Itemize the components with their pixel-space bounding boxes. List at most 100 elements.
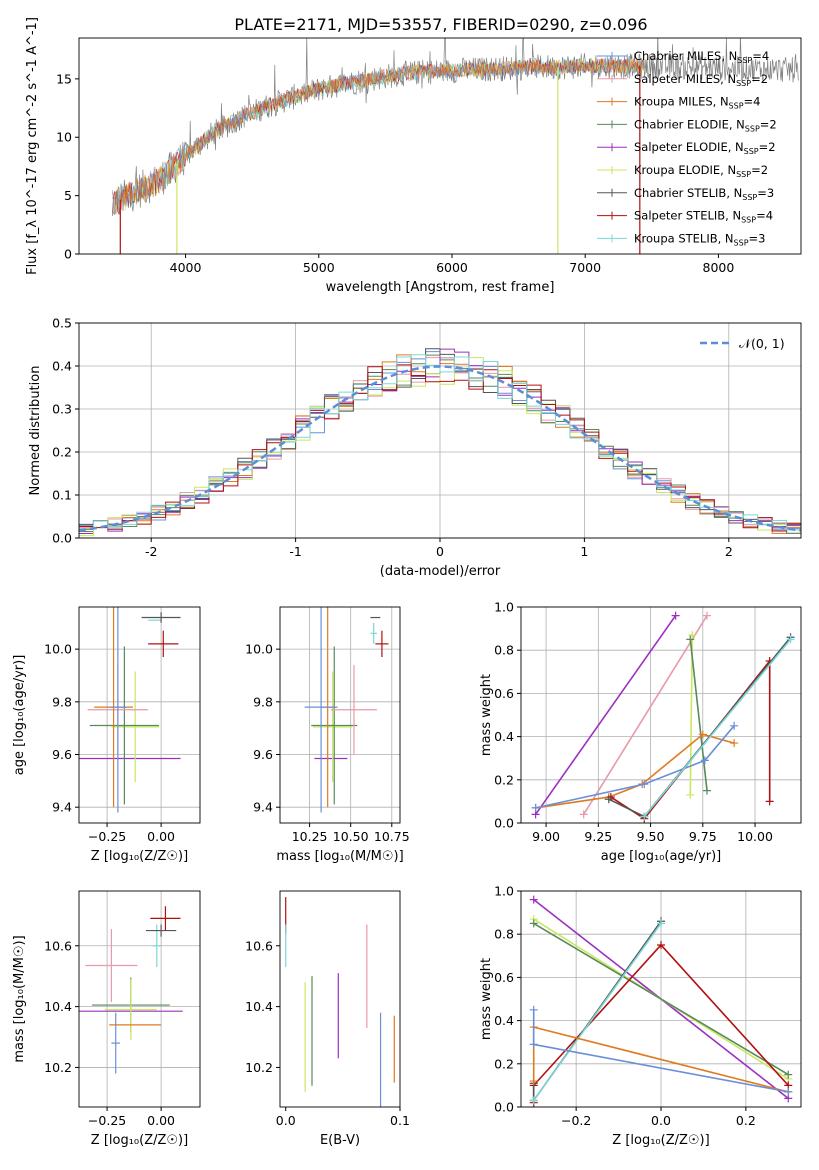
series-point-salpeter_stelib [657, 941, 665, 949]
y-tick-label: 15 [56, 71, 72, 86]
x-tick-label: 9.00 [532, 829, 560, 844]
x-tick-label: −0.2 [561, 1113, 591, 1128]
x-axis-label: Z [log₁₀(Z/Z☉)] [91, 1133, 188, 1148]
legend-label-salpeter_elodie: Salpeter ELODIE, NSSP=2 [634, 140, 776, 156]
x-tick-label: 0.0 [651, 1113, 671, 1128]
series-point-kroupa_stelib [657, 919, 665, 928]
series-line-chabrier_miles [535, 725, 735, 809]
series-point-kroupa_miles [529, 1077, 538, 1086]
y-tick-label: 0.0 [494, 1100, 514, 1115]
x-axis-label: mass [log₁₀(M/M☉)] [276, 849, 403, 864]
series-line-salpeter_elodie [534, 615, 677, 815]
series-point-chabrier_miles [531, 803, 540, 812]
series-point-kroupa_miles [698, 730, 707, 739]
series-point-kroupa_miles [730, 739, 739, 748]
y-tick-label: 9.6 [253, 747, 273, 762]
series-point-kroupa_stelib [786, 635, 795, 644]
x-tick-label: −0.25 [88, 829, 126, 844]
x-axis-label: age [log₁₀(age/yr)] [601, 849, 722, 864]
x-axis-label: Z [log₁₀(Z/Z☉)] [612, 1133, 709, 1148]
y-tick-label: 9.4 [253, 800, 273, 815]
y-axis-label: mass weight [479, 958, 494, 1040]
histogram-step-salpeter_elodie [79, 348, 801, 535]
series-line-salpeter_miles [583, 615, 708, 815]
x-tick-label: 7000 [569, 260, 601, 275]
series-line-kroupa_stelib [533, 922, 662, 1101]
y-tick-label: 0.4 [52, 359, 72, 374]
spectrum-legend: Chabrier MILES, NSSP=4 Salpeter MILES, NS… [597, 49, 777, 247]
x-tick-label: 0.0 [276, 1113, 296, 1128]
legend-gaussian-label: 𝒩(0, 1) [739, 336, 785, 351]
legend-label-salpeter_stelib: Salpeter STELIB, NSSP=4 [634, 209, 773, 225]
x-tick-label: -1 [289, 544, 301, 559]
legend-label-salpeter_miles: Salpeter MILES, NSSP=2 [634, 72, 768, 88]
y-axis-label: mass [log₁₀(M/M☉)] [12, 935, 27, 1062]
y-tick-label: 9.8 [253, 694, 273, 709]
panel-age_vs_mass: 10.25 10.50 10.75 9.4 9.6 9.8 10.0 mass [log₁₀(… [245, 606, 410, 864]
y-tick-label: 5 [64, 188, 72, 203]
series-point-chabrier_elodie [686, 635, 695, 644]
panel-mass_vs_ebv: 0.0 0.1 10.2 10.4 10.6 E(B-V) [245, 890, 410, 1148]
series-point-kroupa_elodie [688, 631, 697, 640]
y-tick-label: 9.4 [52, 800, 72, 815]
x-tick-label: 9.25 [584, 829, 612, 844]
y-tick-label: 0.1 [52, 488, 72, 503]
x-tick-label: 0.1 [390, 1113, 410, 1128]
axes-frame [78, 37, 802, 255]
y-tick-label: 10.0 [245, 642, 273, 657]
series-line-chabrier_elodie [689, 639, 708, 791]
y-tick-label: 10 [56, 130, 72, 145]
spectrum-model-line-kroupa_miles [112, 58, 645, 215]
y-axis-label: Flux [f_λ 10^-17 erg cm^-2 s^-1 A^-1] [25, 17, 40, 275]
histogram-step-salpeter_stelib [79, 364, 801, 532]
legend-label-kroupa_elodie: Kroupa ELODIE, NSSP=2 [634, 163, 768, 179]
y-tick-label: 0.6 [494, 970, 514, 985]
x-tick-label: 8000 [703, 260, 735, 275]
series-point-kroupa_stelib [529, 1096, 538, 1105]
y-axis-label: Normed distribution [28, 366, 43, 496]
x-tick-label: 5000 [303, 260, 335, 275]
axes-frame [520, 606, 802, 824]
y-axis-label: age [log₁₀(age/yr)] [12, 655, 27, 776]
x-tick-label: 10.75 [374, 829, 410, 844]
axes-frame [279, 890, 401, 1108]
x-tick-label: 0 [436, 544, 444, 559]
y-tick-label: 0 [64, 247, 72, 262]
y-tick-label: 1.0 [494, 884, 514, 899]
x-tick-label: 2 [725, 544, 733, 559]
plot-area [285, 897, 395, 1107]
y-axis-label: mass weight [479, 674, 494, 756]
x-tick-label: 9.50 [637, 829, 665, 844]
residual-legend: 𝒩(0, 1) [700, 336, 785, 351]
y-tick-label: 0.4 [494, 729, 514, 744]
plot-area [79, 348, 801, 537]
x-tick-label: 9.75 [689, 829, 717, 844]
panel-massweight_vs_Z: −0.2 0.0 0.2 0.0 0.2 0.4 0.6 0.8 1.0 Z [log₁₀(Z/Z… [479, 884, 802, 1148]
y-tick-label: 9.8 [52, 694, 72, 709]
legend-label-chabrier_miles: Chabrier MILES, NSSP=4 [634, 49, 769, 65]
series-line-kroupa_stelib [643, 638, 792, 818]
y-tick-label: 0.2 [494, 1056, 514, 1071]
y-tick-label: 10.4 [44, 999, 72, 1014]
series-point-chabrier_elodie [784, 1070, 793, 1079]
y-tick-label: 9.6 [52, 747, 72, 762]
y-tick-label: 0.5 [52, 316, 72, 331]
histogram-step-kroupa_elodie [79, 356, 801, 537]
legend-label-chabrier_elodie: Chabrier ELODIE, NSSP=2 [634, 117, 777, 133]
series-line-chabrier_elodie [533, 922, 789, 1076]
y-tick-label: 10.2 [245, 1060, 273, 1075]
series-point-chabrier_miles [529, 1040, 538, 1049]
series-point-chabrier_miles [730, 721, 739, 730]
gaussian-curve [79, 365, 801, 532]
legend-label-kroupa_stelib: Kroupa STELIB, NSSP=3 [634, 231, 765, 247]
y-tick-label: 10.4 [245, 999, 273, 1014]
series-point-salpeter_elodie [671, 611, 680, 620]
x-tick-label: −0.25 [88, 1113, 126, 1128]
x-tick-label: 10.25 [292, 829, 328, 844]
series-point-chabrier_miles [784, 1087, 793, 1096]
y-tick-label: 10.6 [44, 938, 72, 953]
y-tick-label: 10.6 [245, 938, 273, 953]
y-tick-label: 0.6 [494, 686, 514, 701]
x-axis-label: E(B-V) [320, 1133, 360, 1148]
